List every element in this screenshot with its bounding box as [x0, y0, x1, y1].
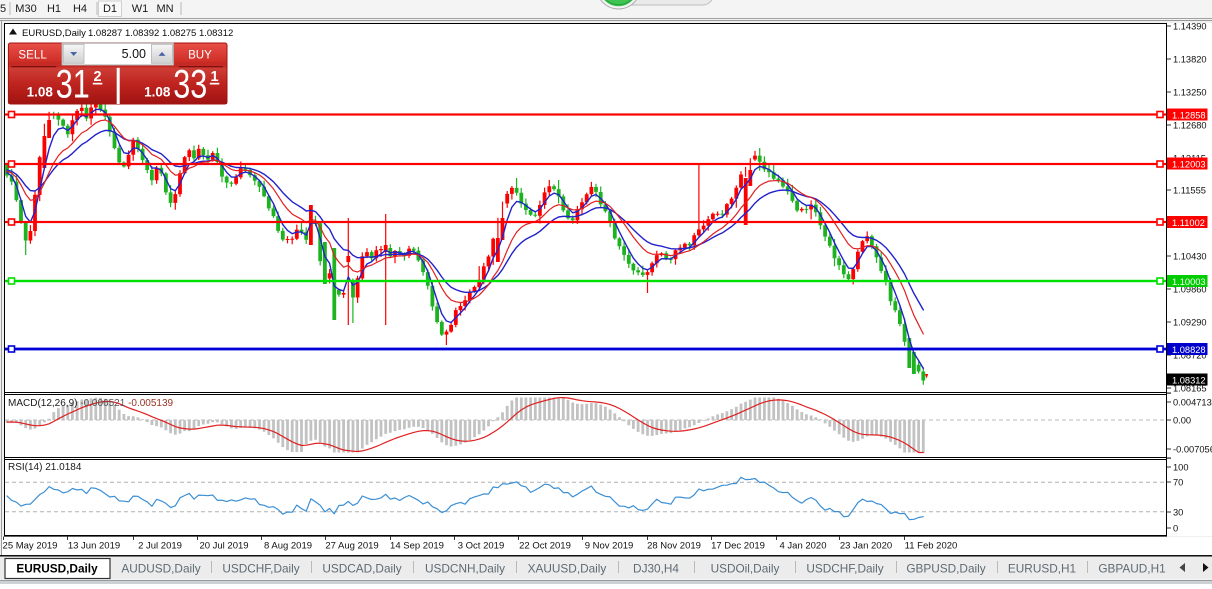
svg-text:1.11002: 1.11002: [1172, 218, 1205, 228]
svg-text:1.10430: 1.10430: [1173, 252, 1207, 262]
svg-text:2: 2: [94, 69, 102, 85]
svg-text:W1: W1: [132, 3, 149, 15]
svg-text:1.08287 1.08392 1.08275 1.0831: 1.08287 1.08392 1.08275 1.08312: [88, 28, 233, 39]
svg-text:5.00: 5.00: [122, 47, 146, 61]
svg-text:13 Jun 2019: 13 Jun 2019: [68, 541, 120, 552]
svg-text:1.14390: 1.14390: [1173, 22, 1207, 32]
svg-text:0.004713: 0.004713: [1173, 398, 1212, 408]
svg-text:70: 70: [1173, 478, 1183, 488]
svg-text:H1: H1: [47, 3, 61, 15]
svg-text:EURUSD,H1: EURUSD,H1: [1008, 562, 1076, 576]
svg-text:USDOil,Daily: USDOil,Daily: [711, 562, 780, 576]
svg-text:D1: D1: [103, 3, 117, 15]
svg-text:BUY: BUY: [188, 48, 212, 61]
svg-text:1.12680: 1.12680: [1173, 121, 1207, 131]
svg-text:0: 0: [1173, 524, 1178, 534]
svg-text:23 Jan 2020: 23 Jan 2020: [840, 541, 892, 552]
svg-text:M30: M30: [15, 3, 36, 15]
svg-text:XAUUSD,Daily: XAUUSD,Daily: [528, 562, 607, 576]
svg-text:1.11555: 1.11555: [1173, 186, 1206, 196]
svg-text:1.08: 1.08: [27, 84, 54, 99]
svg-text:SELL: SELL: [18, 48, 47, 61]
svg-text:22 Oct 2019: 22 Oct 2019: [519, 541, 571, 552]
svg-text:20 Jul 2019: 20 Jul 2019: [199, 541, 248, 552]
svg-text:EURUSD,Daily: EURUSD,Daily: [22, 28, 86, 39]
svg-text:H4: H4: [73, 3, 87, 15]
svg-text:1.12858: 1.12858: [1172, 110, 1206, 120]
svg-text:25 May 2019: 25 May 2019: [3, 541, 58, 552]
svg-text:28 Nov 2019: 28 Nov 2019: [647, 541, 701, 552]
svg-text:0.00: 0.00: [1173, 416, 1191, 426]
svg-text:DJ30,H4: DJ30,H4: [633, 562, 679, 576]
svg-text:11 Feb 2020: 11 Feb 2020: [905, 541, 958, 552]
svg-text:MACD(12,26,9) -0.006521 -0.005: MACD(12,26,9) -0.006521 -0.005139: [8, 398, 174, 409]
svg-text:USDCAD,Daily: USDCAD,Daily: [322, 562, 401, 576]
svg-text:2 Jul 2019: 2 Jul 2019: [138, 541, 182, 552]
svg-text:USDCNH,Daily: USDCNH,Daily: [425, 562, 505, 576]
svg-text:USDCHF,Daily: USDCHF,Daily: [806, 562, 883, 576]
svg-text:8 Aug 2019: 8 Aug 2019: [264, 541, 312, 552]
svg-text:1.13250: 1.13250: [1173, 88, 1207, 98]
svg-text:1: 1: [211, 69, 219, 85]
svg-text:-0.007056: -0.007056: [1173, 445, 1212, 455]
svg-text:3 Oct 2019: 3 Oct 2019: [458, 541, 504, 552]
svg-text:9 Nov 2019: 9 Nov 2019: [585, 541, 634, 552]
svg-text:1.08312: 1.08312: [1172, 375, 1206, 385]
svg-text:31: 31: [56, 63, 90, 107]
svg-text:1.08828: 1.08828: [1172, 345, 1206, 355]
svg-text:MN: MN: [156, 3, 173, 15]
svg-text:USDCHF,Daily: USDCHF,Daily: [222, 562, 299, 576]
svg-text:100: 100: [1173, 463, 1189, 473]
svg-text:1.12003: 1.12003: [1172, 159, 1206, 169]
svg-text:4 Jan 2020: 4 Jan 2020: [779, 541, 826, 552]
svg-text:1.09860: 1.09860: [1173, 285, 1207, 295]
svg-text:1.08720: 1.08720: [1173, 351, 1207, 361]
svg-text:30: 30: [1173, 508, 1183, 518]
svg-text:1.08165: 1.08165: [1173, 384, 1207, 394]
svg-text:1.10003: 1.10003: [1172, 277, 1206, 287]
svg-text:27 Aug 2019: 27 Aug 2019: [325, 541, 378, 552]
svg-text:14 Sep 2019: 14 Sep 2019: [390, 541, 444, 552]
svg-text:GBPAUD,H1: GBPAUD,H1: [1098, 562, 1165, 576]
svg-text:5: 5: [0, 3, 6, 15]
svg-text:RSI(14) 21.0184: RSI(14) 21.0184: [8, 462, 82, 473]
svg-text:GBPUSD,Daily: GBPUSD,Daily: [906, 562, 985, 576]
svg-text:1.09290: 1.09290: [1173, 318, 1207, 328]
svg-text:1.13820: 1.13820: [1173, 55, 1207, 65]
svg-text:33: 33: [173, 63, 207, 107]
svg-text:17 Dec 2019: 17 Dec 2019: [711, 541, 765, 552]
svg-text:1.08: 1.08: [144, 84, 171, 99]
svg-text:AUDUSD,Daily: AUDUSD,Daily: [121, 562, 200, 576]
svg-text:EURUSD,Daily: EURUSD,Daily: [16, 562, 98, 576]
